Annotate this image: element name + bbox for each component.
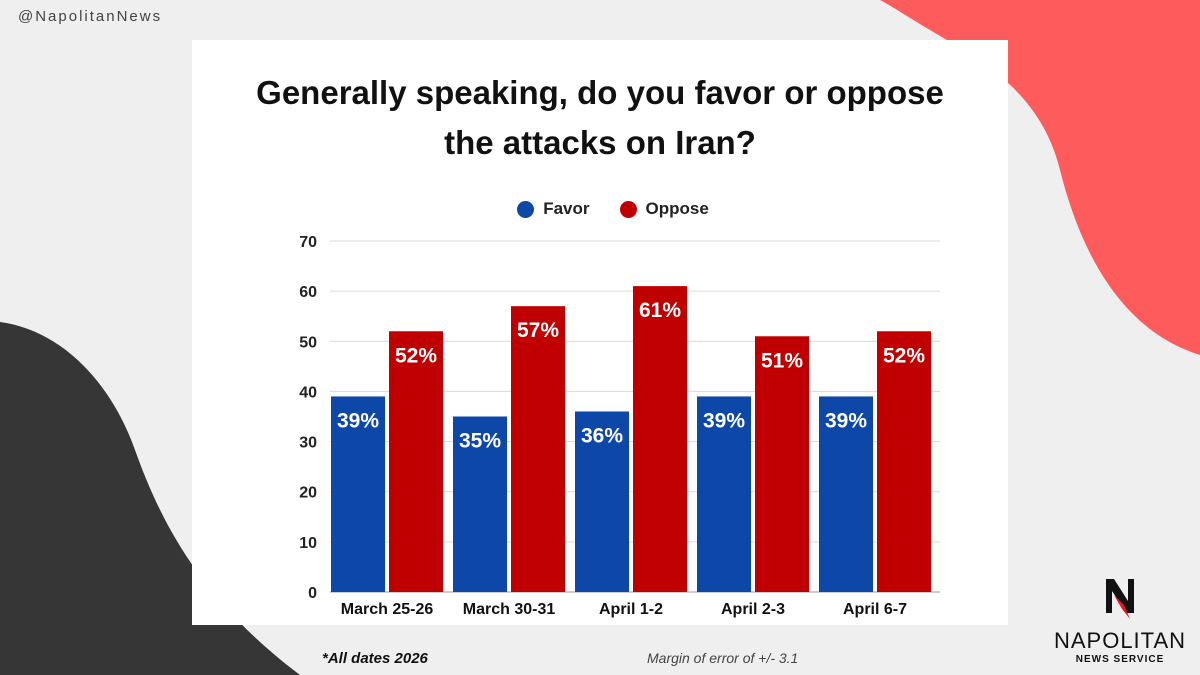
data-label: 52% (395, 344, 437, 367)
y-tick-label: 20 (299, 485, 317, 502)
legend: Favor Oppose (0, 199, 1200, 219)
data-label: 61% (639, 299, 681, 322)
napolitan-logo: NAPOLITAN NEWS SERVICE (1040, 575, 1200, 665)
bar-favor (453, 416, 507, 592)
logo-name: NAPOLITAN (1053, 628, 1187, 653)
y-tick-label: 40 (299, 384, 317, 401)
data-label: 39% (703, 409, 745, 432)
data-label: 51% (761, 349, 803, 372)
bar-favor (819, 396, 873, 592)
bar-favor (697, 396, 751, 592)
bar-oppose (389, 331, 443, 592)
bar-favor (575, 411, 629, 592)
legend-label: Favor (543, 199, 590, 218)
data-label: 52% (883, 344, 925, 367)
title-line-2: the attacks on Iran? (444, 124, 756, 161)
legend-item-favor: Favor (517, 199, 590, 219)
red-blob (880, 0, 1200, 355)
bar-oppose (755, 336, 809, 592)
x-tick-label: April 2-3 (721, 601, 785, 618)
y-tick-label: 10 (299, 535, 317, 552)
title-line-1: Generally speaking, do you favor or oppo… (256, 74, 944, 111)
social-handle: @NapolitanNews (18, 8, 163, 25)
y-tick-label: 0 (308, 585, 317, 602)
legend-item-oppose: Oppose (619, 199, 709, 219)
y-tick-label: 30 (299, 435, 317, 452)
data-label: 35% (459, 430, 501, 453)
data-label: 57% (517, 319, 559, 342)
footnote: *All dates 2026 (322, 650, 428, 667)
bar-oppose (877, 331, 931, 592)
bar-favor (331, 396, 385, 592)
bar-oppose (633, 286, 687, 592)
legend-label: Oppose (645, 199, 709, 218)
logo-n-icon (1106, 579, 1134, 619)
x-tick-label: April 1-2 (599, 601, 663, 618)
x-tick-label: April 6-7 (843, 601, 907, 618)
oppose-dot-icon (619, 200, 637, 218)
y-tick-label: 50 (299, 334, 317, 351)
data-label: 39% (825, 409, 867, 432)
dark-blob (0, 322, 300, 675)
y-tick-label: 60 (299, 284, 317, 301)
data-label: 39% (337, 409, 379, 432)
margin-of-error: Margin of error of +/- 3.1 (647, 650, 799, 666)
chart-title: Generally speaking, do you favor or oppo… (192, 68, 1008, 168)
y-tick-label: 70 (299, 234, 317, 251)
favor-dot-icon (517, 200, 535, 218)
data-label: 36% (581, 424, 623, 447)
logo-subtitle: NEWS SERVICE (1075, 654, 1165, 665)
x-tick-label: March 25-26 (341, 601, 434, 618)
bar-oppose (511, 306, 565, 592)
x-tick-label: March 30-31 (463, 601, 556, 618)
